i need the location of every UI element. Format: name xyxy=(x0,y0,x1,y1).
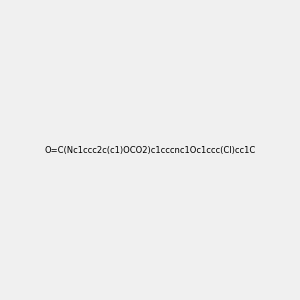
Text: O=C(Nc1ccc2c(c1)OCO2)c1cccnc1Oc1ccc(Cl)cc1C: O=C(Nc1ccc2c(c1)OCO2)c1cccnc1Oc1ccc(Cl)c… xyxy=(44,146,256,154)
